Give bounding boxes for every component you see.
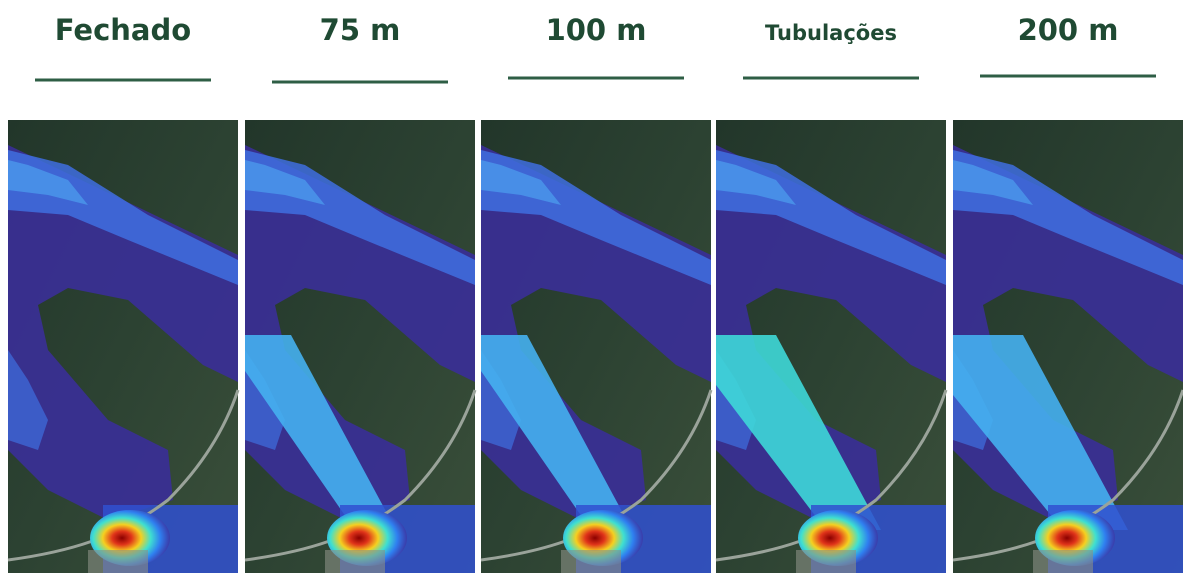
panel-title: 100 m — [546, 13, 647, 47]
panel-title: Fechado — [55, 13, 191, 47]
panel-title: 75 m — [320, 13, 401, 47]
map-panel — [716, 120, 946, 573]
panel-title: Tubulações — [765, 21, 897, 45]
panel-title: 200 m — [1018, 13, 1119, 47]
figure: Fechado 75 m 100 m Tubulações 200 m — [0, 0, 1183, 573]
village — [325, 550, 385, 573]
map-panel — [245, 120, 475, 573]
village — [796, 550, 856, 573]
village — [561, 550, 621, 573]
page: Fechado75 m100 mTubulações200 m (() => {… — [0, 0, 1183, 573]
village — [88, 550, 148, 573]
village — [1033, 550, 1093, 573]
map-panel — [481, 120, 711, 573]
map-panel — [953, 120, 1183, 573]
map-panel — [8, 120, 238, 573]
